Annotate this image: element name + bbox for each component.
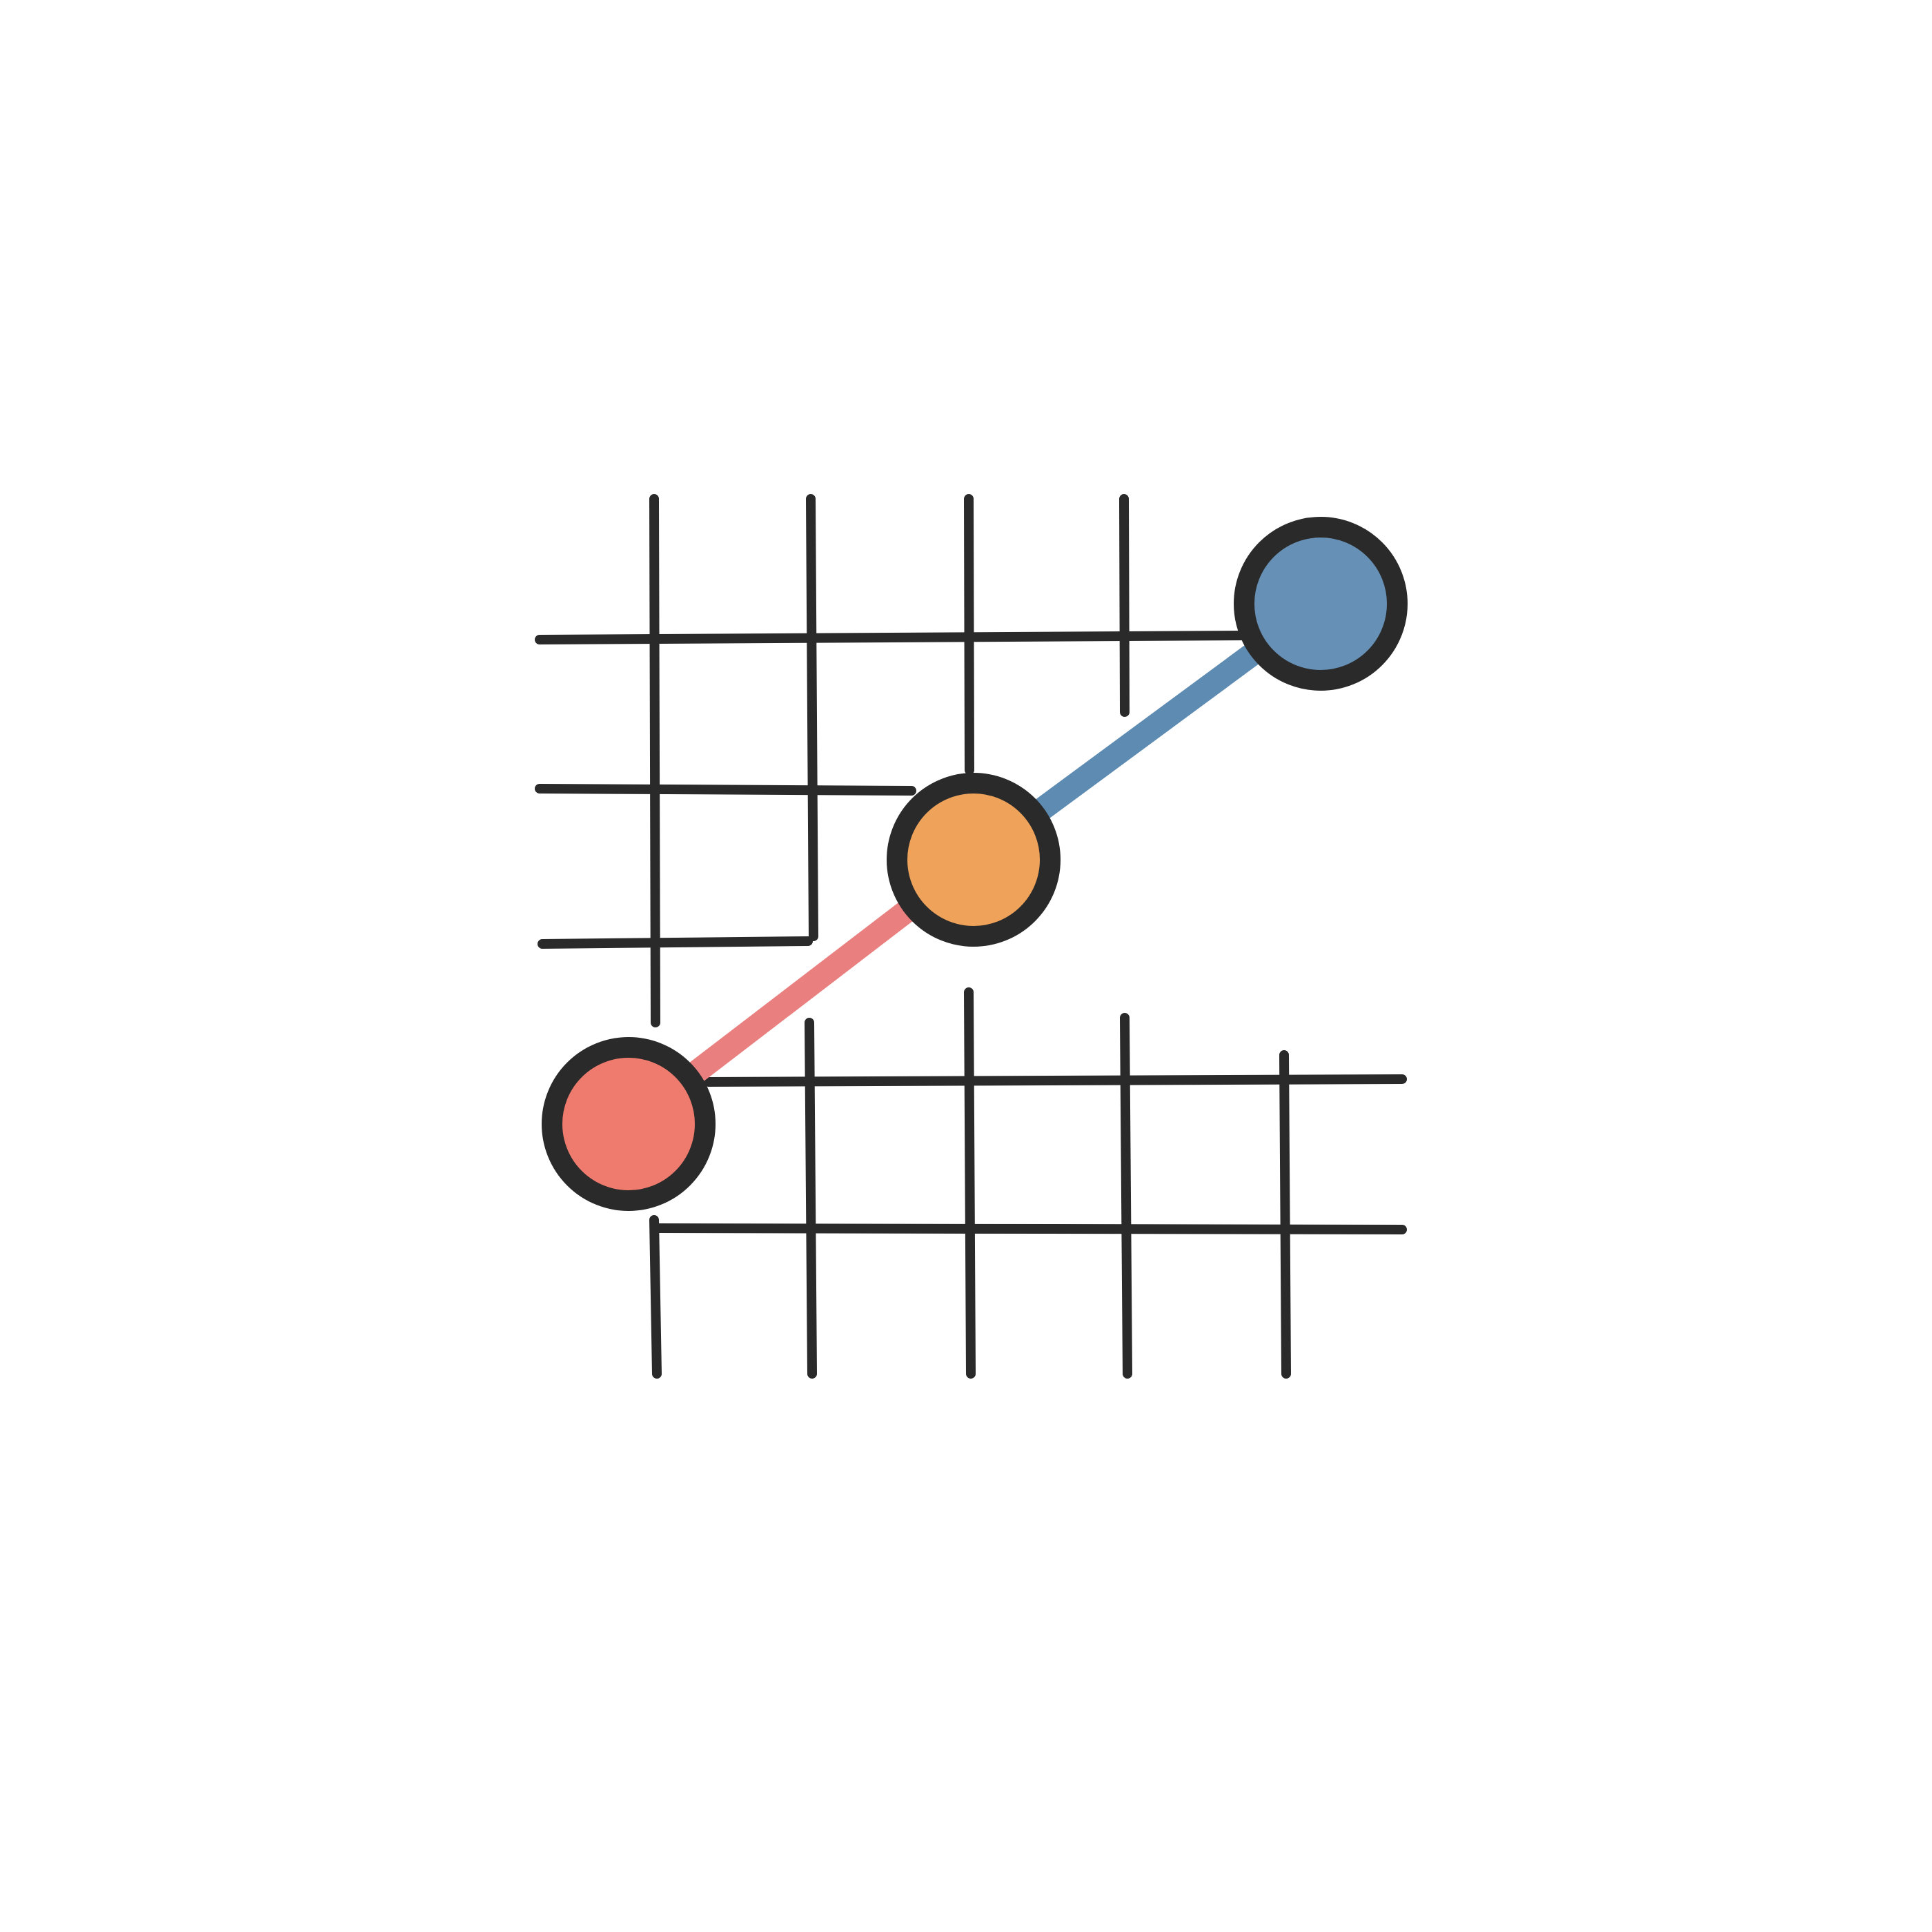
grid-line-horizontal-3 [538,936,813,949]
middle-point [887,773,1061,947]
high-point [1234,517,1408,691]
grid-line-vertical-8 [1120,1013,1132,1379]
grid-lines [535,494,1407,1379]
low-point [542,1037,716,1211]
grid-line-vertical-6 [964,987,976,1379]
grid-line-vertical-9 [1279,1050,1291,1379]
grid-line-vertical-1 [649,494,660,1027]
grid-line-vertical-7 [1119,494,1130,717]
grid-line-horizontal-1 [535,631,1250,644]
data-points [542,517,1408,1211]
grid-line-horizontal-2 [535,784,916,796]
grid-line-vertical-3 [806,494,818,941]
grid-line-vertical-4 [805,1018,817,1379]
grid-line-horizontal-5 [654,1223,1407,1234]
grid-line-vertical-2 [649,1215,662,1379]
